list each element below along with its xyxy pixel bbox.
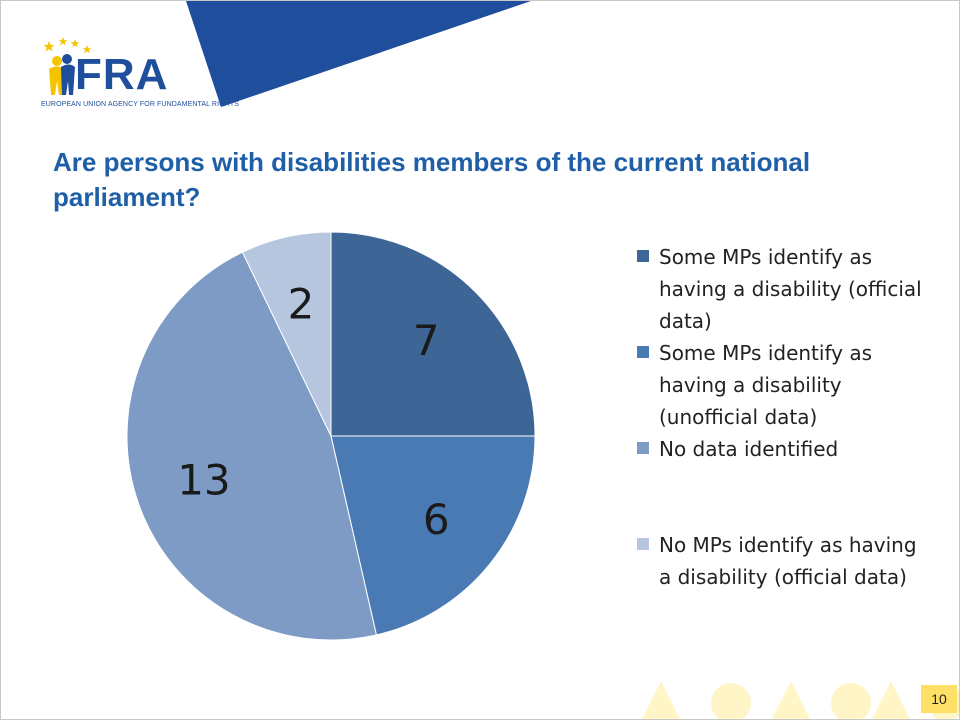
legend-label-0: Some MPs identify as having a disability… [659, 245, 922, 333]
pie-slice-2 [126, 251, 377, 641]
chart-title: Are persons with disabilities members of… [53, 147, 811, 212]
legend-swatch-2 [637, 442, 649, 454]
fra-logo-figures-icon [43, 37, 92, 95]
pie-data-label-2: 13 [177, 455, 230, 504]
decorative-shapes [642, 681, 959, 719]
legend-label-2: No data identified [659, 437, 839, 461]
pie-data-label-1: 6 [423, 495, 450, 544]
pie-slice-3 [241, 231, 332, 437]
legend-label-3: No MPs identify as having a disability (… [659, 533, 917, 589]
legend-swatch-1 [637, 346, 649, 358]
pie-data-label-0: 7 [413, 316, 440, 365]
legend-swatch-3 [637, 538, 649, 550]
logo-subtitle: EUROPEAN UNION AGENCY FOR FUNDAMENTAL RI… [41, 101, 239, 108]
top-banner [186, 1, 531, 107]
pie-slice-1 [330, 435, 536, 636]
legend-swatch-0 [637, 250, 649, 262]
pie-slice-0 [330, 231, 536, 437]
pie-data-label-3: 2 [288, 280, 315, 329]
logo-text: FRA [75, 50, 169, 99]
page-number: 10 [921, 685, 957, 713]
legend-label-1: Some MPs identify as having a disability… [659, 341, 873, 429]
